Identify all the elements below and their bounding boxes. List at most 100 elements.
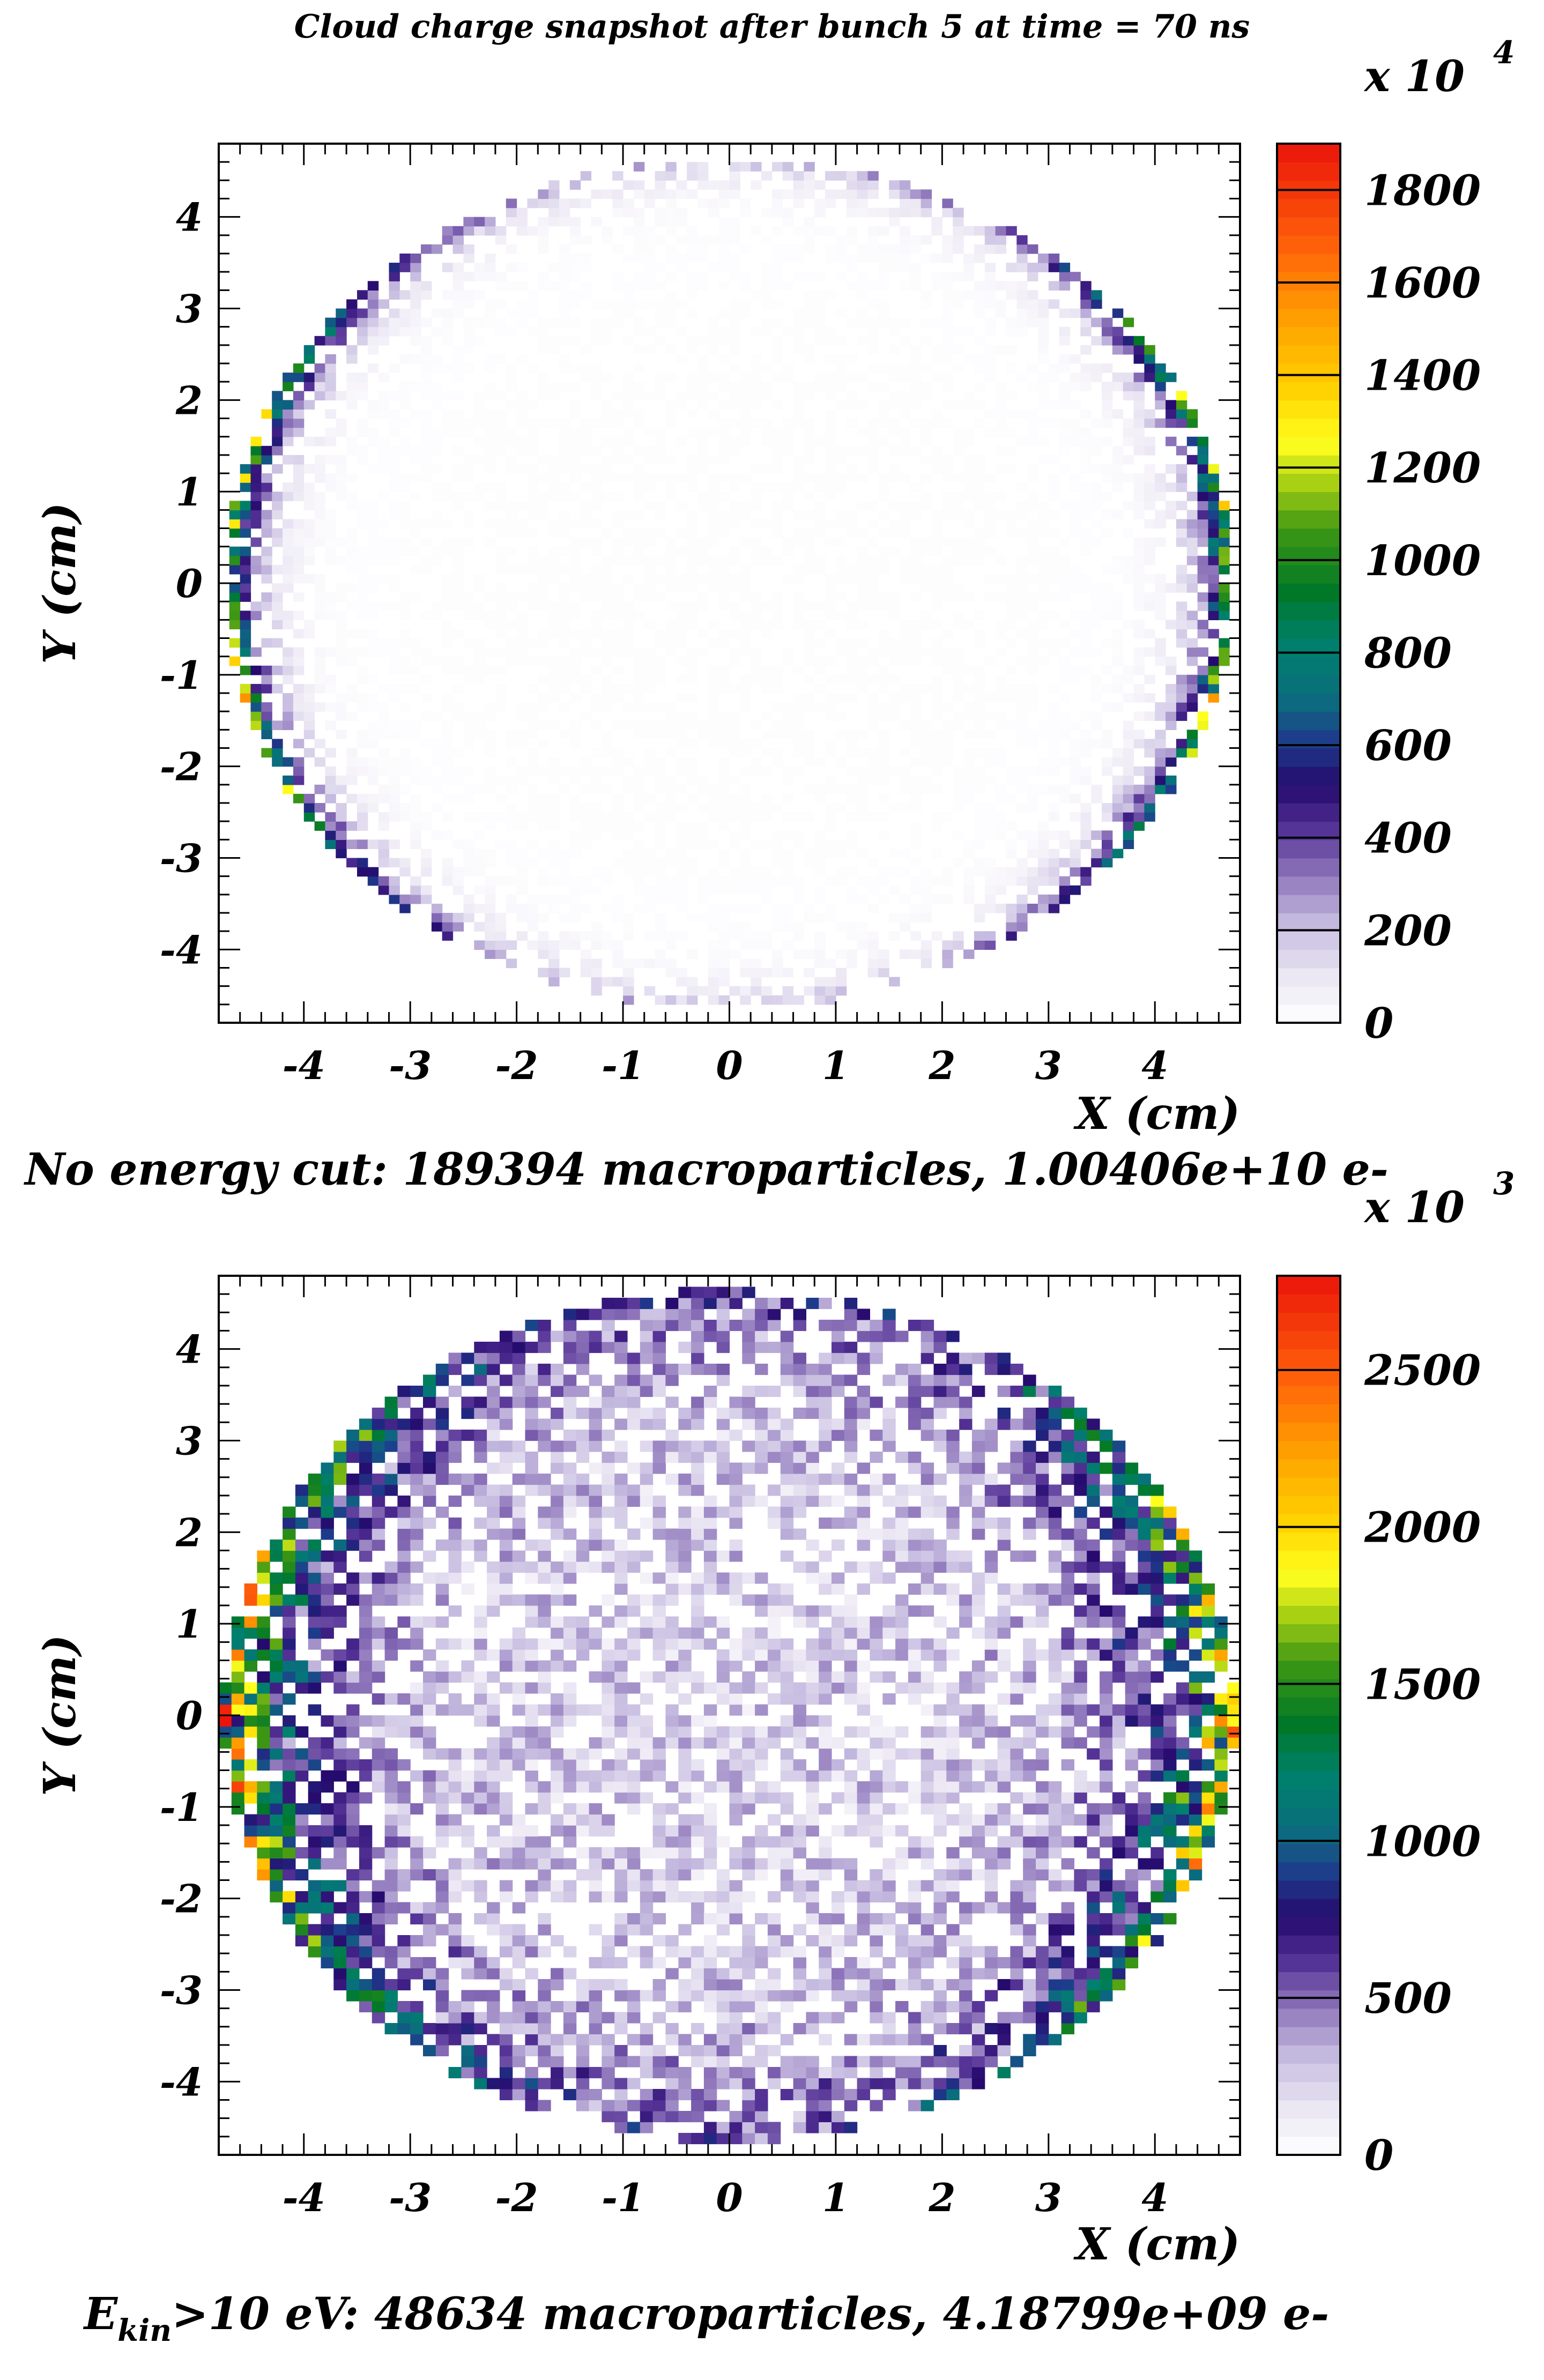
heatmap-cell	[378, 858, 390, 868]
heatmap-cell	[708, 784, 719, 794]
heatmap-cell	[1144, 555, 1155, 566]
heatmap-cell	[410, 354, 421, 364]
heatmap-cell	[665, 409, 677, 419]
heatmap-cell	[771, 207, 783, 218]
heatmap-cell	[336, 611, 347, 620]
heatmap-cell	[569, 913, 581, 923]
heatmap-cell	[1176, 674, 1187, 685]
heatmap-cell	[1133, 564, 1145, 575]
heatmap-cell	[591, 574, 602, 584]
heatmap-cell	[602, 473, 613, 483]
heatmap-cell	[410, 1452, 424, 1463]
heatmap-cell	[921, 207, 932, 218]
heatmap-cell	[612, 812, 623, 822]
heatmap-cell	[367, 674, 379, 685]
heatmap-cell	[495, 876, 507, 886]
heatmap-cell	[442, 308, 454, 318]
heatmap-cell	[474, 1704, 487, 1716]
heatmap-cell	[538, 235, 549, 245]
heatmap-cell	[474, 656, 485, 666]
heatmap-cell	[359, 1847, 373, 1859]
heatmap-cell	[580, 821, 592, 831]
heatmap-cell	[474, 849, 485, 859]
heatmap-cell	[372, 1671, 385, 1683]
heatmap-cell	[1038, 583, 1049, 593]
heatmap-cell	[1208, 537, 1219, 547]
heatmap-cell	[321, 1518, 334, 1529]
heatmap-cell	[1176, 702, 1187, 712]
heatmap-cell	[399, 748, 411, 758]
heatmap-cell	[397, 1506, 411, 1518]
heatmap-cell	[548, 903, 560, 913]
heatmap-cell	[931, 583, 942, 593]
heatmap-cell	[729, 656, 740, 666]
heatmap-cell	[761, 391, 773, 400]
heatmap-cell	[612, 858, 623, 868]
heatmap-cell	[878, 674, 889, 685]
heatmap-cell	[857, 171, 868, 181]
heatmap-cell	[602, 601, 613, 611]
heatmap-cell	[1016, 528, 1028, 538]
heatmap-cell	[835, 611, 847, 620]
heatmap-cell	[325, 427, 336, 437]
heatmap-cell	[825, 775, 836, 785]
heatmap-cell	[421, 363, 432, 373]
heatmap-cell	[1080, 876, 1092, 886]
heatmap-cell	[910, 683, 922, 694]
heatmap-cell	[814, 382, 826, 391]
heatmap-cell	[1102, 766, 1113, 776]
heatmap-cell	[442, 492, 454, 501]
heatmap-cell	[485, 702, 496, 712]
heatmap-cell	[293, 647, 305, 657]
heatmap-cell	[384, 1484, 398, 1496]
heatmap-cell	[857, 849, 868, 859]
heatmap-cell	[270, 1836, 283, 1848]
heatmap-cell	[474, 1858, 487, 1870]
heatmap-cell	[1197, 720, 1208, 730]
heatmap-cell	[423, 1616, 436, 1628]
heatmap-cell	[889, 867, 900, 877]
heatmap-cell	[1102, 849, 1113, 859]
heatmap-cell	[452, 537, 464, 547]
heatmap-cell	[633, 647, 645, 657]
heatmap-cell	[244, 1627, 257, 1639]
heatmap-cell	[448, 1935, 462, 1947]
heatmap-cell	[559, 592, 570, 602]
heatmap-cell	[974, 629, 985, 639]
heatmap-cell	[399, 803, 411, 813]
heatmap-cell	[548, 849, 560, 859]
heatmap-cell	[676, 674, 687, 685]
heatmap-cell	[591, 693, 602, 703]
heatmap-cell	[367, 720, 379, 730]
heatmap-cell	[1027, 647, 1038, 657]
heatmap-cell	[410, 445, 421, 456]
heatmap-cell	[357, 501, 368, 510]
heatmap-cell	[423, 1484, 436, 1496]
heatmap-cell	[399, 254, 411, 263]
heatmap-cell	[559, 207, 570, 218]
heatmap-cell	[516, 409, 528, 419]
heatmap-cell	[442, 546, 454, 556]
heatmap-cell	[308, 1605, 322, 1617]
heatmap-cell	[527, 198, 538, 209]
heatmap-cell	[410, 281, 421, 291]
heatmap-cell	[325, 409, 336, 419]
heatmap-cell	[506, 528, 517, 538]
heatmap-cell	[569, 693, 581, 703]
heatmap-cell	[569, 564, 581, 575]
heatmap-cell	[346, 1803, 360, 1815]
heatmap-cell	[718, 400, 730, 410]
heatmap-cell	[367, 739, 379, 749]
heatmap-cell	[655, 894, 666, 904]
heatmap-cell	[633, 876, 645, 886]
heatmap-cell	[487, 1825, 500, 1837]
heatmap-cell	[1059, 876, 1071, 886]
heatmap-cell	[346, 354, 358, 364]
heatmap-cell	[283, 382, 294, 391]
heatmap-cell	[867, 171, 879, 181]
heatmap-cell	[878, 968, 889, 978]
heatmap-cell	[1219, 501, 1230, 510]
heatmap-cell	[889, 885, 900, 895]
heatmap-cell	[399, 894, 411, 904]
heatmap-cell	[718, 180, 730, 190]
